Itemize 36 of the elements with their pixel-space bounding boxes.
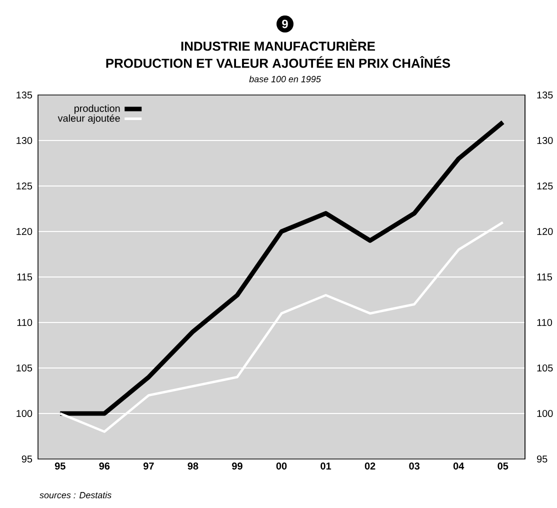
- y2-tick-label: 95: [537, 455, 548, 463]
- y2-tick-label: 120: [537, 228, 553, 236]
- y2-tick-label: 110: [537, 318, 552, 326]
- x-tick-label: 97: [143, 462, 154, 470]
- x-tick-label: 00: [276, 462, 287, 470]
- x-tick-label: 95: [54, 462, 66, 470]
- chart-title: INDUSTRIE MANUFACTURIÈRE: [181, 39, 375, 51]
- legend-label: valeur ajoutée: [58, 114, 120, 124]
- text: 9: [282, 20, 288, 28]
- y-tick-label: 105: [16, 364, 32, 372]
- y2-tick-label: 105: [537, 364, 553, 372]
- y-tick-label: 100: [16, 410, 32, 418]
- chart-subtitle: PRODUCTION ET VALEUR AJOUTÉE EN PRIX CHAÎNÉS: [106, 56, 450, 68]
- legend-label: production: [74, 104, 120, 114]
- y2-tick-label: 115: [537, 274, 552, 280]
- y-tick-label: 120: [16, 228, 32, 236]
- x-tick-label: 05: [498, 462, 508, 470]
- y-tick-label: 135: [16, 91, 32, 99]
- x-tick-label: 01: [320, 462, 332, 470]
- y2-tick-label: 125: [537, 182, 553, 190]
- x-tick-label: 02: [364, 462, 376, 470]
- source-note: sources : Destatis: [40, 492, 112, 498]
- x-tick-label: 04: [453, 462, 464, 470]
- x-tick-label: 03: [409, 462, 420, 470]
- y2-tick-label: 135: [537, 91, 553, 99]
- y2-tick-label: 130: [537, 136, 553, 144]
- y-tick-label: 95: [22, 455, 32, 463]
- x-tick-label: 99: [232, 462, 242, 470]
- text: base 100 en 1995: [249, 76, 321, 82]
- y-tick-label: 125: [16, 182, 32, 190]
- y-tick-label: 115: [17, 274, 32, 280]
- y-tick-label: 130: [16, 136, 32, 144]
- x-tick-label: 98: [188, 462, 198, 470]
- y2-tick-label: 100: [537, 410, 553, 418]
- x-tick-label: 96: [99, 462, 110, 470]
- y-tick-label: 110: [17, 318, 32, 326]
